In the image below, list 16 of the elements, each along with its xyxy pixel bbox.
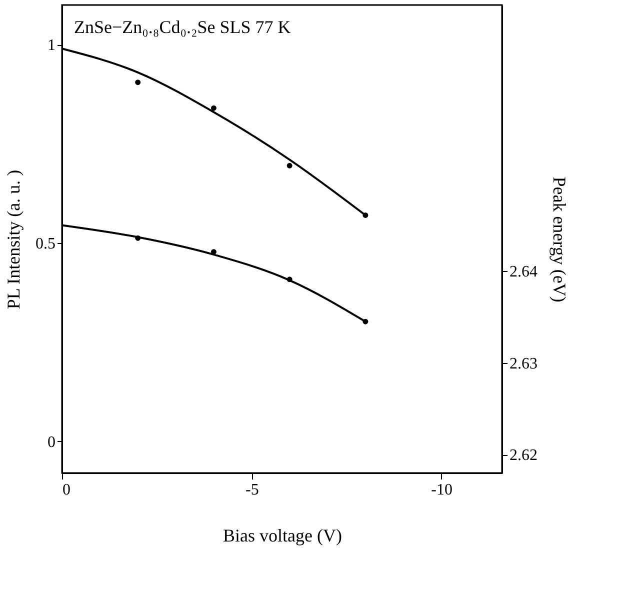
y-tick-label: 1 bbox=[48, 37, 56, 54]
x-tick-label: 0 bbox=[62, 482, 70, 498]
y2-tick-label: 2.62 bbox=[510, 447, 538, 464]
point bbox=[210, 105, 216, 111]
annotation: ZnSe−Zn₀.₈Cd₀.₂Se SLS 77 K bbox=[74, 17, 291, 37]
y2-tick-label: 2.63 bbox=[510, 355, 538, 372]
x-axis-title: Bias voltage (V) bbox=[223, 526, 342, 546]
y2-axis-title: Peak energy (eV) bbox=[550, 176, 570, 302]
x-tick-label: -10 bbox=[431, 482, 452, 498]
y2-tick-label: 2.64 bbox=[510, 264, 538, 281]
y-axis-title: PL Intensity (a. u. ) bbox=[4, 170, 24, 310]
point bbox=[135, 80, 141, 86]
y-tick-label: 0 bbox=[48, 434, 56, 451]
y-tick-label: 0.5 bbox=[36, 235, 56, 252]
point bbox=[286, 162, 292, 168]
x-tick-label: -5 bbox=[245, 482, 259, 498]
